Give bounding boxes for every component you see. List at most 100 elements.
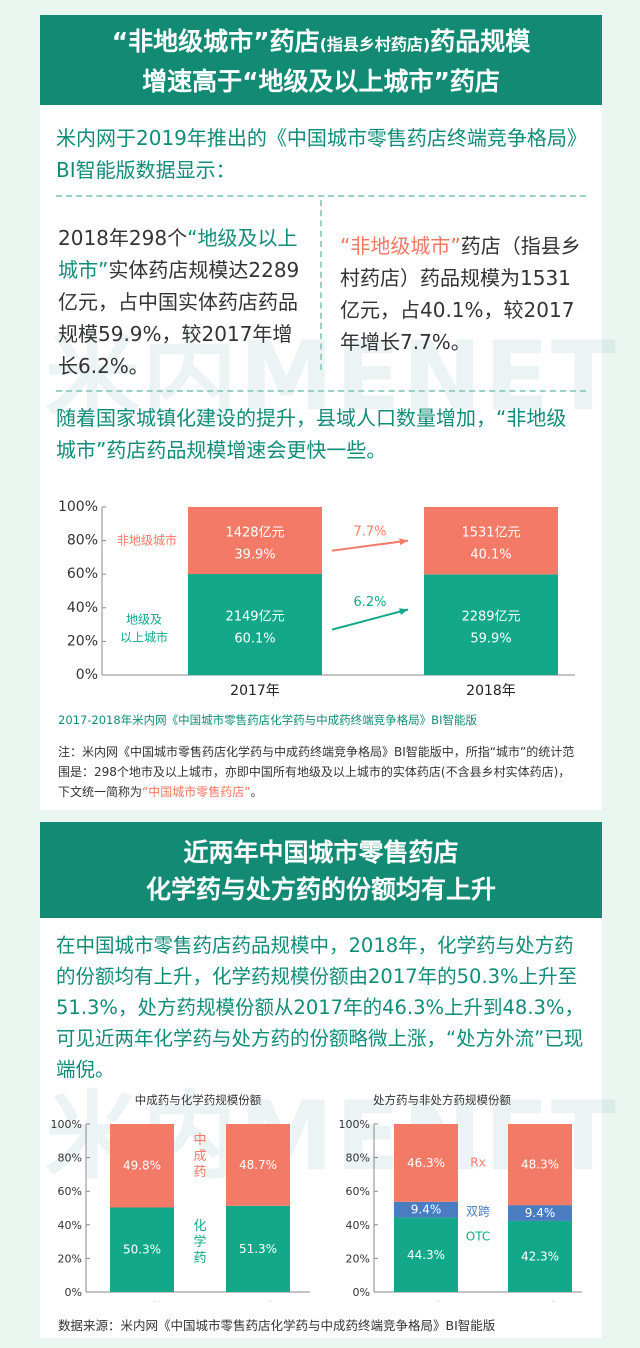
y-tick-label: 0% — [76, 667, 98, 683]
y-tick-label: 80% — [67, 533, 98, 549]
series-label-chemical: 药 — [193, 1251, 206, 1266]
section2-source: 数据来源：米内网《中国城市零售药店化学药与中成药终端竞争格局》BI智能版 — [58, 1318, 496, 1333]
y-tick-label: 40% — [346, 1219, 370, 1232]
note-text: 注：米内网《中国城市零售药店化学药与中成药终端竞争格局》BI智能版中，所指“城市… — [58, 745, 575, 799]
y-tick-label: 20% — [346, 1252, 370, 1265]
bar-segment-地级及以上城市 — [188, 574, 322, 675]
y-tick-label: 60% — [58, 1185, 82, 1198]
data-label: 2149亿元 — [225, 610, 284, 625]
y-tick-label: 60% — [346, 1185, 370, 1198]
left-stat-text: 2018年298个“地级及以上城市”实体药店规模达2289亿元，占中国实体药店药… — [58, 222, 308, 382]
data-label-pct: 9.4% — [411, 1203, 442, 1217]
section1-note: 注：米内网《中国城市零售药店化学药与中成药终端竞争格局》BI智能版中，所指“城市… — [58, 742, 578, 802]
divider-vertical — [320, 200, 322, 370]
data-label-pct: 48.7% — [239, 1158, 277, 1172]
left-highlight: “地级及以上城市” — [58, 226, 298, 282]
chart-tcm-vs-chemical: 中成药与化学药规模份额 0% 20% 40% 60% 80% 100% 50.3% 49.8% 2… — [51, 1093, 310, 1302]
series-label-rx: Rx — [470, 1156, 485, 1170]
legend-label-prefecture-line2: 以上城市 — [120, 630, 168, 645]
y-tick-label: 20% — [67, 633, 98, 649]
series-label-chemical: 化 — [193, 1219, 206, 1234]
section2-title-line1: 近两年中国城市零售药店 — [183, 838, 459, 867]
growth-label: 7.7% — [353, 525, 386, 540]
right-rest: 药店（指县乡村药店）药品规模为1531亿元，占40.1%，较2017年增长7.7… — [340, 234, 581, 354]
bar-segment-化学药 — [226, 1205, 290, 1292]
data-label-pct: 39.9% — [234, 548, 275, 563]
bar-segment-非地级城市 — [424, 507, 558, 575]
title-small: (指县乡村药店) — [319, 35, 431, 54]
bar-segment-化学药 — [110, 1207, 174, 1292]
y-tick-label: 100% — [339, 1118, 370, 1131]
watermark: 米内MENET — [45, 322, 618, 432]
divider — [56, 195, 586, 197]
chart1-caption: 2017-2018年米内网《中国城市零售药店化学药与中成药终端竞争格局》BI智能… — [58, 713, 477, 727]
bar-segment-Rx — [508, 1124, 572, 1206]
note-end: 。 — [250, 785, 263, 799]
data-label-pct: 9.4% — [525, 1206, 556, 1220]
title-part: 药品规模 — [430, 27, 531, 56]
x-tick-label: 2018年 — [519, 1301, 562, 1302]
data-label-pct: 48.3% — [521, 1158, 559, 1172]
section1-title-line2: 增速高于“地级及以上城市”药店 — [142, 67, 500, 96]
series-label-tcm: 成 — [193, 1149, 206, 1164]
y-tick-label: 0% — [65, 1286, 82, 1299]
data-label: 1428亿元 — [225, 526, 284, 541]
section1-intro: 米内网于2019年推出的《中国城市零售药店终端竞争格局》BI智能版数据显示： — [56, 126, 577, 182]
note-highlight: “中国城市零售药店” — [142, 785, 251, 799]
data-label-pct: 42.3% — [521, 1249, 559, 1263]
y-tick-label: 0% — [353, 1286, 370, 1299]
y-tick-label: 100% — [58, 499, 98, 515]
data-label: 1531亿元 — [461, 526, 520, 541]
legend-label-non-prefecture: 非地级城市 — [117, 533, 177, 548]
divider — [56, 390, 586, 392]
bar-segment-双跨 — [508, 1205, 572, 1221]
y-tick-label: 40% — [58, 1219, 82, 1232]
bar-segment-地级及以上城市 — [424, 574, 558, 675]
section1-title-line1: “非地级城市”药店(指县乡村药店)药品规模 — [40, 23, 602, 63]
right-stat-text: “非地级城市”药店（指县乡村药店）药品规模为1531亿元，占40.1%，较201… — [340, 230, 590, 358]
y-tick-label: 40% — [67, 600, 98, 616]
growth-arrow-prefecture — [331, 608, 409, 631]
bar-segment-OTC — [394, 1217, 458, 1292]
right-highlight: “非地级城市” — [340, 234, 461, 258]
growth-arrow-prefecture-head — [399, 608, 408, 615]
bar-segment-双跨 — [394, 1201, 458, 1218]
chart-title: 处方药与非处方药规模份额 — [373, 1093, 511, 1107]
bar-segment-Rx — [394, 1124, 458, 1202]
series-label-otc: OTC — [466, 1230, 490, 1244]
x-tick-label: 2017年 — [405, 1301, 448, 1302]
section2-title-banner: 近两年中国城市零售药店 化学药与处方药的份额均有上升 — [40, 822, 602, 918]
x-tick-label: 2017年 — [121, 1301, 164, 1302]
data-label-pct: 49.8% — [123, 1159, 161, 1173]
growth-arrow-non-prefecture — [331, 539, 409, 552]
data-label-pct: 51.3% — [239, 1242, 277, 1256]
bar-segment-OTC — [508, 1220, 572, 1292]
chart-title: 中成药与化学药规模份额 — [135, 1093, 262, 1107]
y-tick-label: 100% — [51, 1118, 82, 1131]
series-label-dual: 双跨 — [466, 1204, 490, 1218]
left-rest: 实体药店规模达2289亿元，占中国实体药店药品规模59.9%，较2017年增长6… — [58, 258, 300, 378]
growth-arrow-non-prefecture-head — [399, 538, 408, 546]
x-tick-label: 2018年 — [237, 1301, 280, 1302]
x-tick-label: 2017年 — [230, 683, 280, 699]
chart-store-scale: 0% 20% 40% 60% 80% 100% 2149亿元 60.1% 1428亿元 39.9%… — [58, 499, 575, 699]
chart-rx-vs-otc: 处方药与非处方药规模份额 0% 20% 40% 60% 80% 100% 44.3% 9.4% 4… — [339, 1093, 582, 1302]
data-label-pct: 40.1% — [470, 548, 511, 563]
section1-para2: 随着国家城镇化建设的提升，县域人口数量增加，“非地级城市”药店药品规模增速会更快… — [56, 406, 567, 462]
bar-segment-非地级城市 — [188, 507, 322, 575]
section1-title-banner: “非地级城市”药店(指县乡村药店)药品规模 增速高于“地级及以上城市”药店 — [40, 15, 602, 105]
bar-segment-中成药 — [110, 1124, 174, 1208]
series-label-tcm: 药 — [193, 1165, 206, 1180]
data-label: 2289亿元 — [461, 610, 520, 625]
series-label-chemical: 学 — [193, 1234, 206, 1250]
y-tick-label: 80% — [58, 1152, 82, 1165]
legend-label-prefecture-line1: 地级及 — [126, 613, 162, 627]
section2-para: 在中国城市零售药店药品规模中，2018年，化学药与处方药的份额均有上升，化学药规… — [56, 934, 584, 1081]
y-tick-label: 80% — [346, 1152, 370, 1165]
bar-segment-中成药 — [226, 1124, 290, 1206]
y-tick-label: 20% — [58, 1252, 82, 1265]
data-label-pct: 59.9% — [470, 632, 511, 647]
x-tick-label: 2018年 — [466, 683, 516, 699]
growth-label: 6.2% — [353, 595, 386, 610]
data-label-pct: 44.3% — [407, 1248, 445, 1262]
